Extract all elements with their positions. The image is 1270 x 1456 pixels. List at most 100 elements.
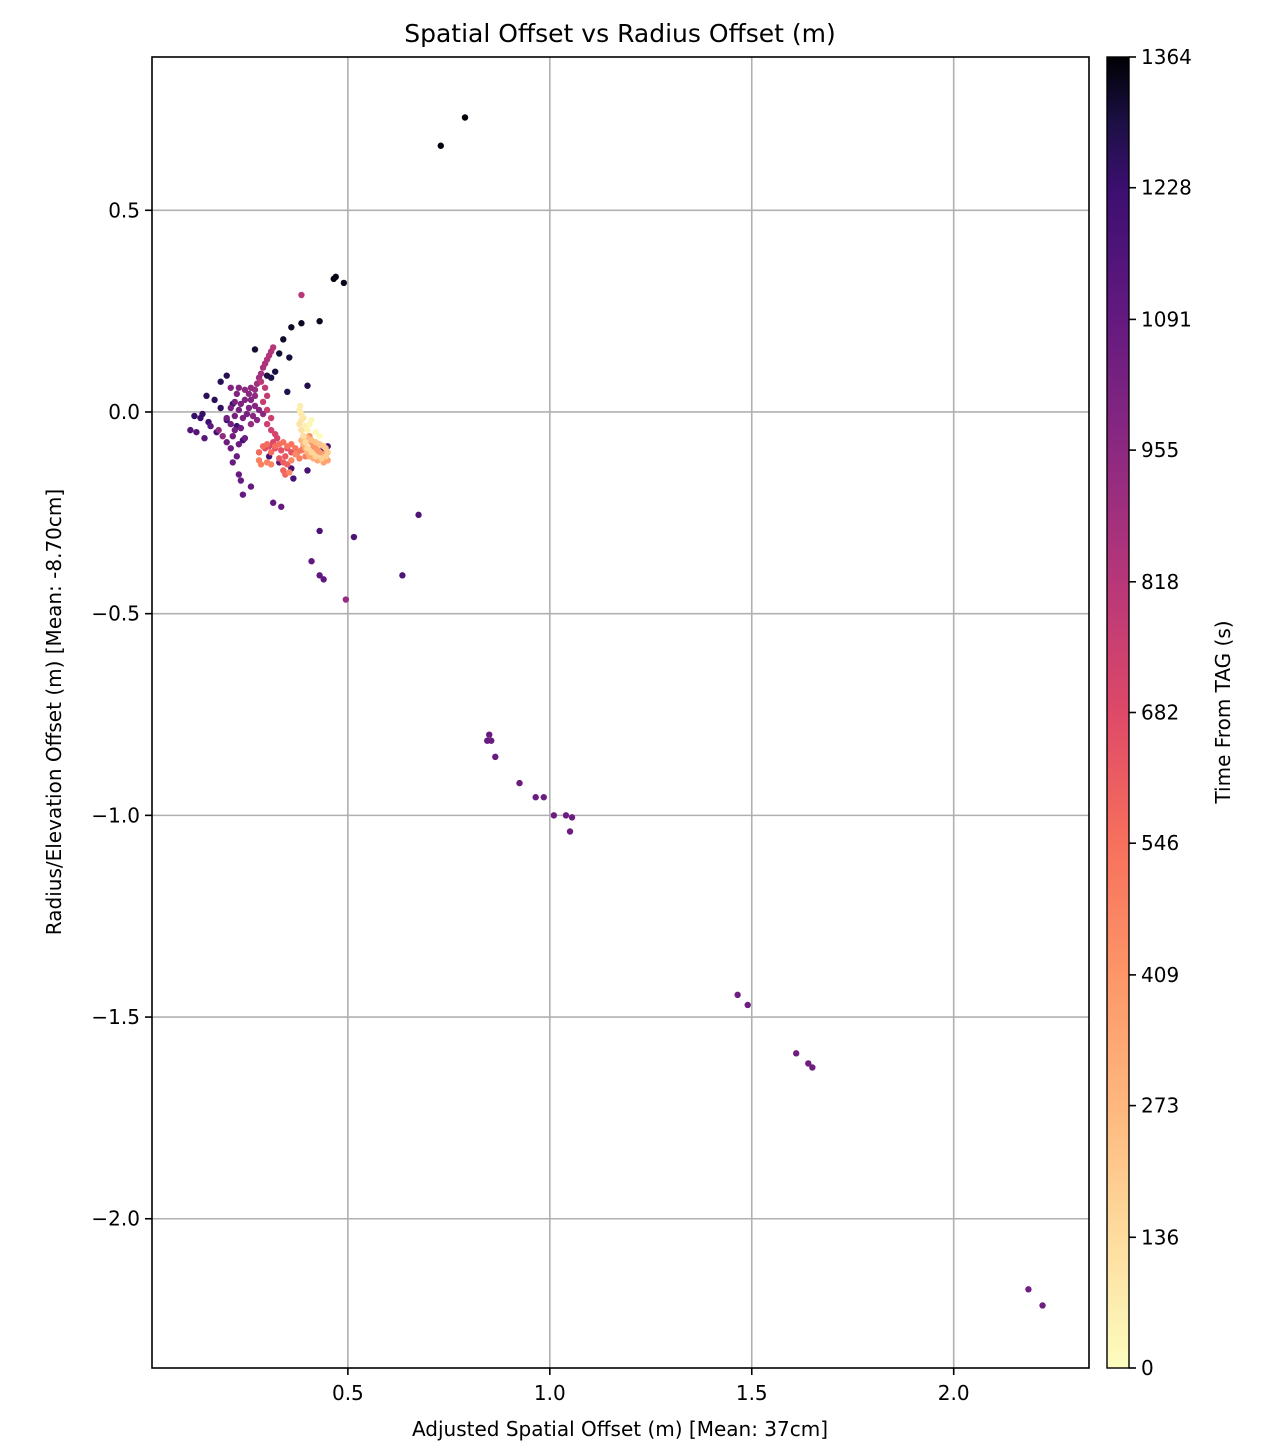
scatter-point xyxy=(245,404,253,412)
colorbar-tick-label: 0 xyxy=(1141,1356,1154,1380)
scatter-point xyxy=(251,402,259,410)
scatter-point xyxy=(302,439,309,446)
scatter-point xyxy=(312,428,319,436)
scatter-point xyxy=(257,378,265,385)
scatter-point xyxy=(284,388,291,396)
scatter-point xyxy=(288,457,295,464)
colorbar-tick-label: 955 xyxy=(1141,438,1179,462)
scatter-point xyxy=(211,396,218,404)
scatter-point xyxy=(227,420,234,428)
scatter-point xyxy=(461,114,469,121)
colorbar-ticks: 0 136 273 409 546 682 818 955 1091 1228 1364 xyxy=(1129,45,1192,1380)
scatter-point xyxy=(247,396,255,404)
scatter-point xyxy=(304,382,311,389)
y-tick-label: −1.0 xyxy=(91,803,140,827)
scatter-point xyxy=(304,445,311,452)
scatter-point xyxy=(217,378,224,385)
scatter-point xyxy=(316,527,323,535)
scatter-point xyxy=(282,453,289,460)
scatter-point xyxy=(259,398,267,406)
scatter-point xyxy=(316,318,323,325)
chart-title: Spatial Offset vs Radius Offset (m) xyxy=(404,19,836,48)
scatter-point xyxy=(296,455,303,462)
scatter-point xyxy=(235,471,243,478)
plot-area-frame xyxy=(151,56,1090,1369)
scatter-point xyxy=(286,354,293,361)
scatter-point xyxy=(257,370,265,377)
scatter-point xyxy=(203,392,210,400)
scatter-point xyxy=(304,467,311,474)
scatter-point xyxy=(318,455,325,462)
scatter-point xyxy=(280,336,287,343)
y-tick-label: −1.5 xyxy=(91,1005,140,1029)
colorbar-tick-label: 1228 xyxy=(1141,176,1192,200)
scatter-point xyxy=(235,406,243,414)
scatter-point xyxy=(251,392,259,400)
scatter-point xyxy=(267,461,275,468)
scatter-point xyxy=(263,406,271,414)
y-tick-label: −2.0 xyxy=(91,1207,140,1231)
colorbar-tick-label: 273 xyxy=(1141,1094,1179,1118)
scatter-point xyxy=(809,1064,816,1071)
scatter-point xyxy=(227,404,234,412)
y-tick-label: 0.0 xyxy=(108,400,140,424)
y-axis-ticks: 0.5 0.0 −0.5 −1.0 −1.5 −2.0 xyxy=(91,198,152,1231)
scatter-point xyxy=(278,447,285,454)
scatter-point xyxy=(284,461,291,468)
colorbar-tick-label: 682 xyxy=(1141,701,1179,725)
colorbar-tick-label: 818 xyxy=(1141,570,1179,594)
scatter-point xyxy=(316,572,323,579)
scatter-point xyxy=(280,439,287,446)
scatter-point xyxy=(516,779,523,787)
scatter-point xyxy=(562,812,570,819)
scatter-point xyxy=(187,426,194,434)
scatter-point xyxy=(237,400,245,408)
colorbar-label: Time From TAG (s) xyxy=(1211,620,1235,804)
scatter-point xyxy=(261,384,269,391)
colorbar-tick-label: 546 xyxy=(1141,831,1179,855)
scatter-point xyxy=(805,1060,812,1067)
scatter-point xyxy=(540,794,547,801)
scatter-point xyxy=(566,828,574,835)
scatter-point xyxy=(276,455,283,462)
scatter-point xyxy=(235,441,243,448)
scatter-point xyxy=(1025,1286,1032,1293)
scatter-point xyxy=(298,426,305,434)
scatter-point xyxy=(316,432,323,440)
x-tick-label: 1.0 xyxy=(534,1381,566,1405)
scatter-point xyxy=(247,420,255,428)
colorbar-tick-label: 1091 xyxy=(1141,307,1192,331)
scatter-point xyxy=(486,731,493,738)
scatter-point xyxy=(312,453,319,460)
scatter-point xyxy=(269,344,277,351)
scatter-point xyxy=(263,392,271,400)
scatter-point xyxy=(488,737,495,744)
scatter-point xyxy=(193,428,200,436)
scatter-point xyxy=(233,453,241,460)
scatter-point xyxy=(437,142,444,149)
scatter-point xyxy=(259,410,267,418)
scatter-point xyxy=(217,404,224,412)
scatter-point xyxy=(197,414,204,422)
scatter-point xyxy=(320,576,327,583)
scatter-point xyxy=(1039,1302,1046,1309)
colorbar-tick-label: 409 xyxy=(1141,963,1179,987)
scatter-point xyxy=(233,390,241,398)
scatter-point xyxy=(231,412,238,420)
scatter-point xyxy=(274,434,281,442)
scatter-point xyxy=(415,511,422,519)
y-tick-label: 0.5 xyxy=(108,198,140,222)
scatter-point xyxy=(251,346,259,353)
scatter-point xyxy=(308,449,315,456)
scatter-point xyxy=(297,402,304,410)
scatter-point xyxy=(191,412,198,420)
scatter-point xyxy=(223,439,230,446)
scatter-point xyxy=(263,420,271,428)
scatter-point xyxy=(239,491,247,498)
scatter-point xyxy=(229,432,236,440)
scatter-point xyxy=(247,483,255,490)
scatter-point xyxy=(241,396,249,404)
scatter-point xyxy=(251,386,259,393)
